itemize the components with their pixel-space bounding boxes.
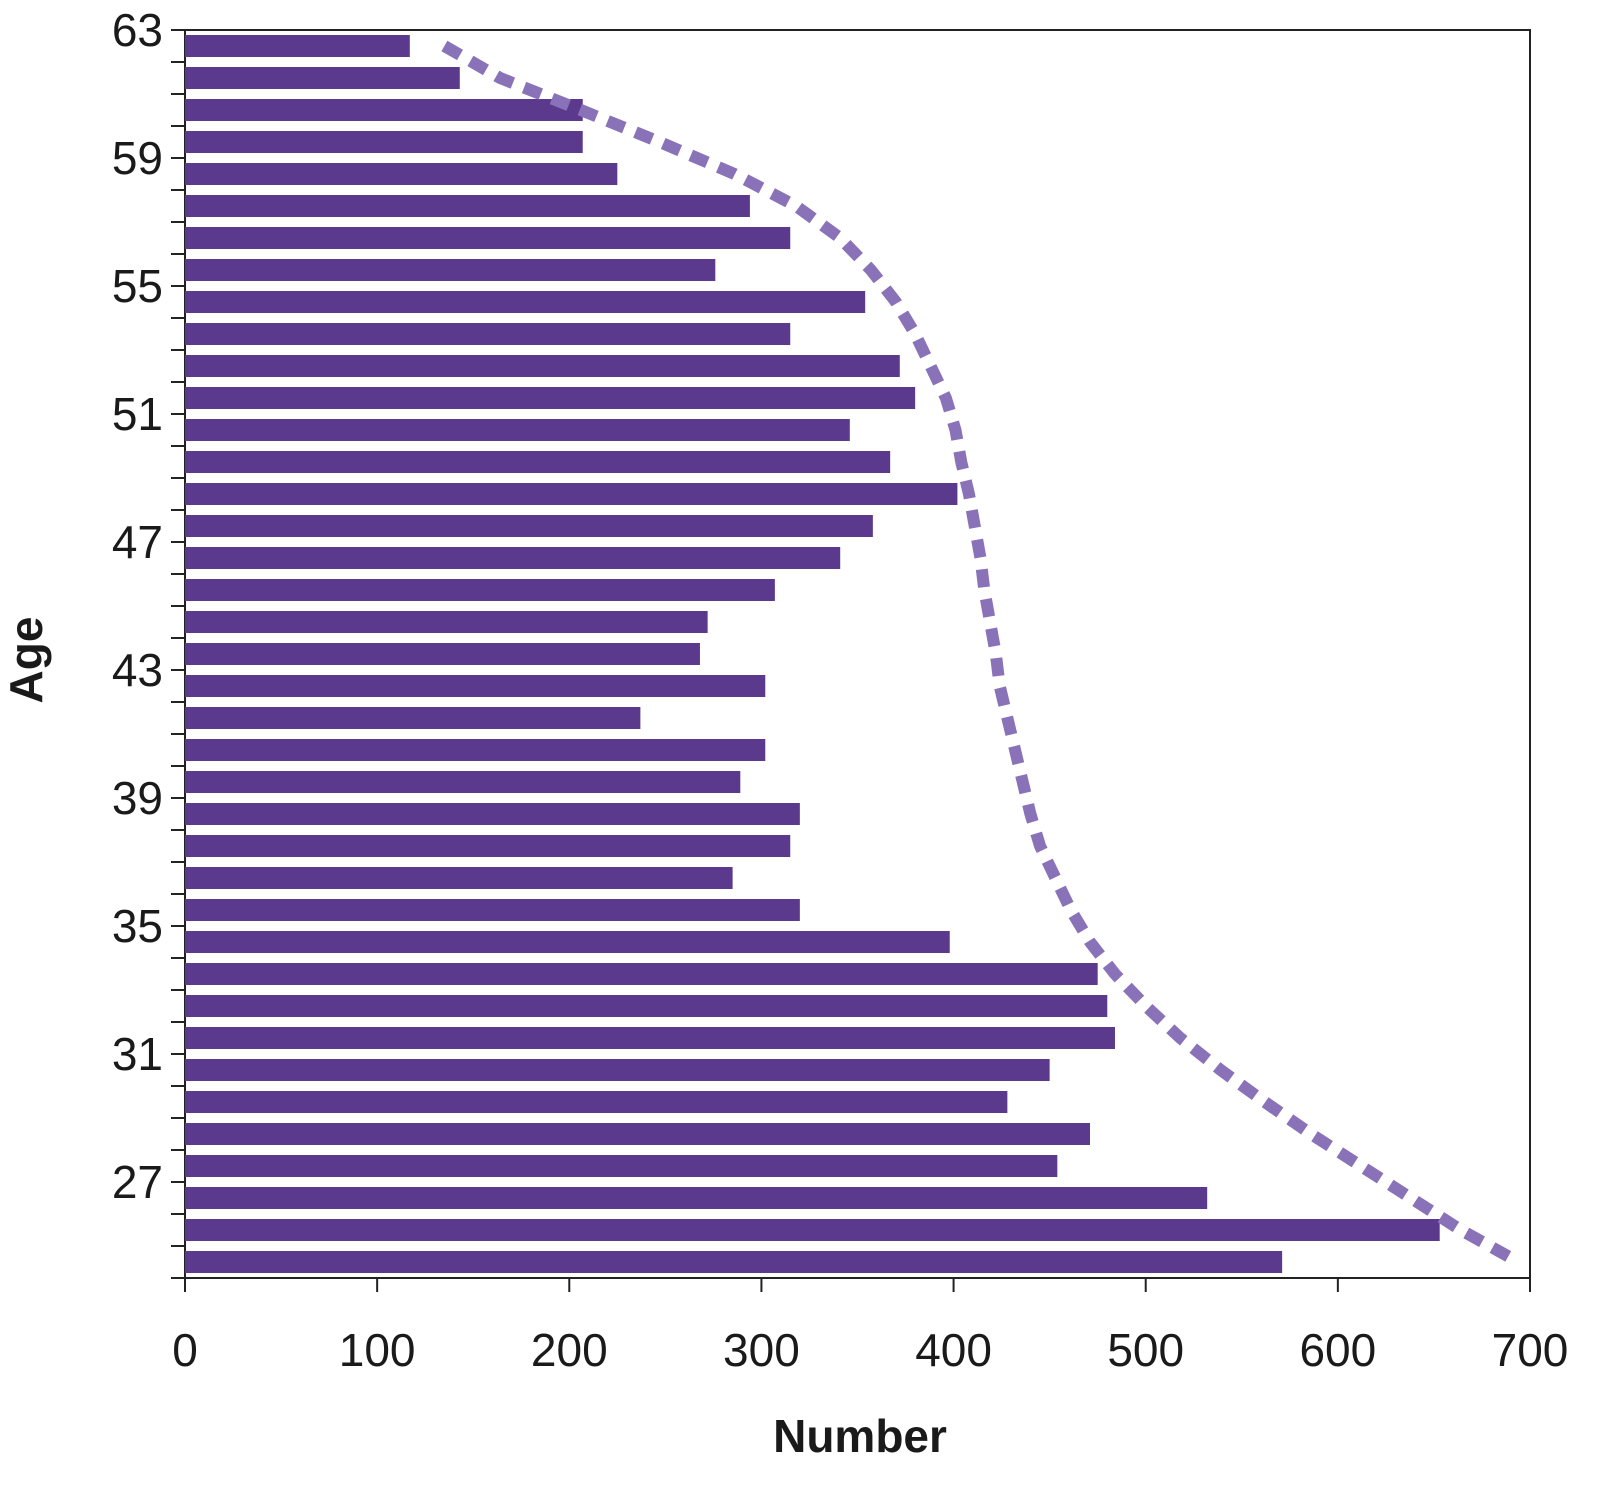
bar bbox=[185, 579, 775, 601]
x-tick-label: 0 bbox=[172, 1324, 198, 1376]
x-tick-label: 100 bbox=[339, 1324, 416, 1376]
x-tick-label: 600 bbox=[1299, 1324, 1376, 1376]
bar bbox=[185, 1091, 1008, 1113]
bar bbox=[185, 643, 700, 665]
bar bbox=[185, 835, 791, 857]
bar bbox=[185, 1155, 1058, 1177]
x-tick-label: 400 bbox=[915, 1324, 992, 1376]
bar bbox=[185, 131, 583, 153]
bar bbox=[185, 675, 766, 697]
bar bbox=[185, 995, 1108, 1017]
bar bbox=[185, 67, 460, 89]
bar bbox=[185, 451, 891, 473]
bar bbox=[185, 1219, 1440, 1241]
bar bbox=[185, 99, 583, 121]
y-tick-label: 47 bbox=[112, 516, 163, 568]
bar bbox=[185, 931, 950, 953]
bar bbox=[185, 291, 866, 313]
bar bbox=[185, 707, 641, 729]
bar bbox=[185, 387, 916, 409]
x-tick-label: 300 bbox=[723, 1324, 800, 1376]
x-tick-label: 500 bbox=[1107, 1324, 1184, 1376]
y-tick-label: 63 bbox=[112, 4, 163, 56]
bar bbox=[185, 419, 850, 441]
bar bbox=[185, 323, 791, 345]
bar bbox=[185, 227, 791, 249]
y-tick-label: 59 bbox=[112, 132, 163, 184]
bar bbox=[185, 515, 873, 537]
bar bbox=[185, 1059, 1050, 1081]
bar bbox=[185, 195, 750, 217]
y-axis-title: Age bbox=[0, 617, 52, 704]
x-tick-label: 700 bbox=[1492, 1324, 1569, 1376]
bar bbox=[185, 1027, 1115, 1049]
bar bbox=[185, 611, 708, 633]
y-tick-label: 31 bbox=[112, 1028, 163, 1080]
bar bbox=[185, 771, 741, 793]
y-tick-label: 39 bbox=[112, 772, 163, 824]
bar bbox=[185, 547, 841, 569]
bar bbox=[185, 963, 1098, 985]
bar bbox=[185, 803, 800, 825]
y-tick-label: 43 bbox=[112, 644, 163, 696]
bar bbox=[185, 899, 800, 921]
bar bbox=[185, 1123, 1090, 1145]
bar bbox=[185, 259, 716, 281]
bar bbox=[185, 163, 618, 185]
bar bbox=[185, 483, 958, 505]
bar bbox=[185, 1187, 1208, 1209]
x-tick-label: 200 bbox=[531, 1324, 608, 1376]
bar bbox=[185, 739, 766, 761]
bar bbox=[185, 35, 410, 57]
bar bbox=[185, 1251, 1283, 1273]
y-tick-label: 35 bbox=[112, 900, 163, 952]
y-tick-label: 55 bbox=[112, 260, 163, 312]
bar bbox=[185, 355, 900, 377]
y-tick-label: 51 bbox=[112, 388, 163, 440]
bar bbox=[185, 867, 733, 889]
y-tick-label: 27 bbox=[112, 1156, 163, 1208]
x-axis-title: Number bbox=[773, 1410, 947, 1462]
trend-curve bbox=[441, 40, 1522, 1268]
